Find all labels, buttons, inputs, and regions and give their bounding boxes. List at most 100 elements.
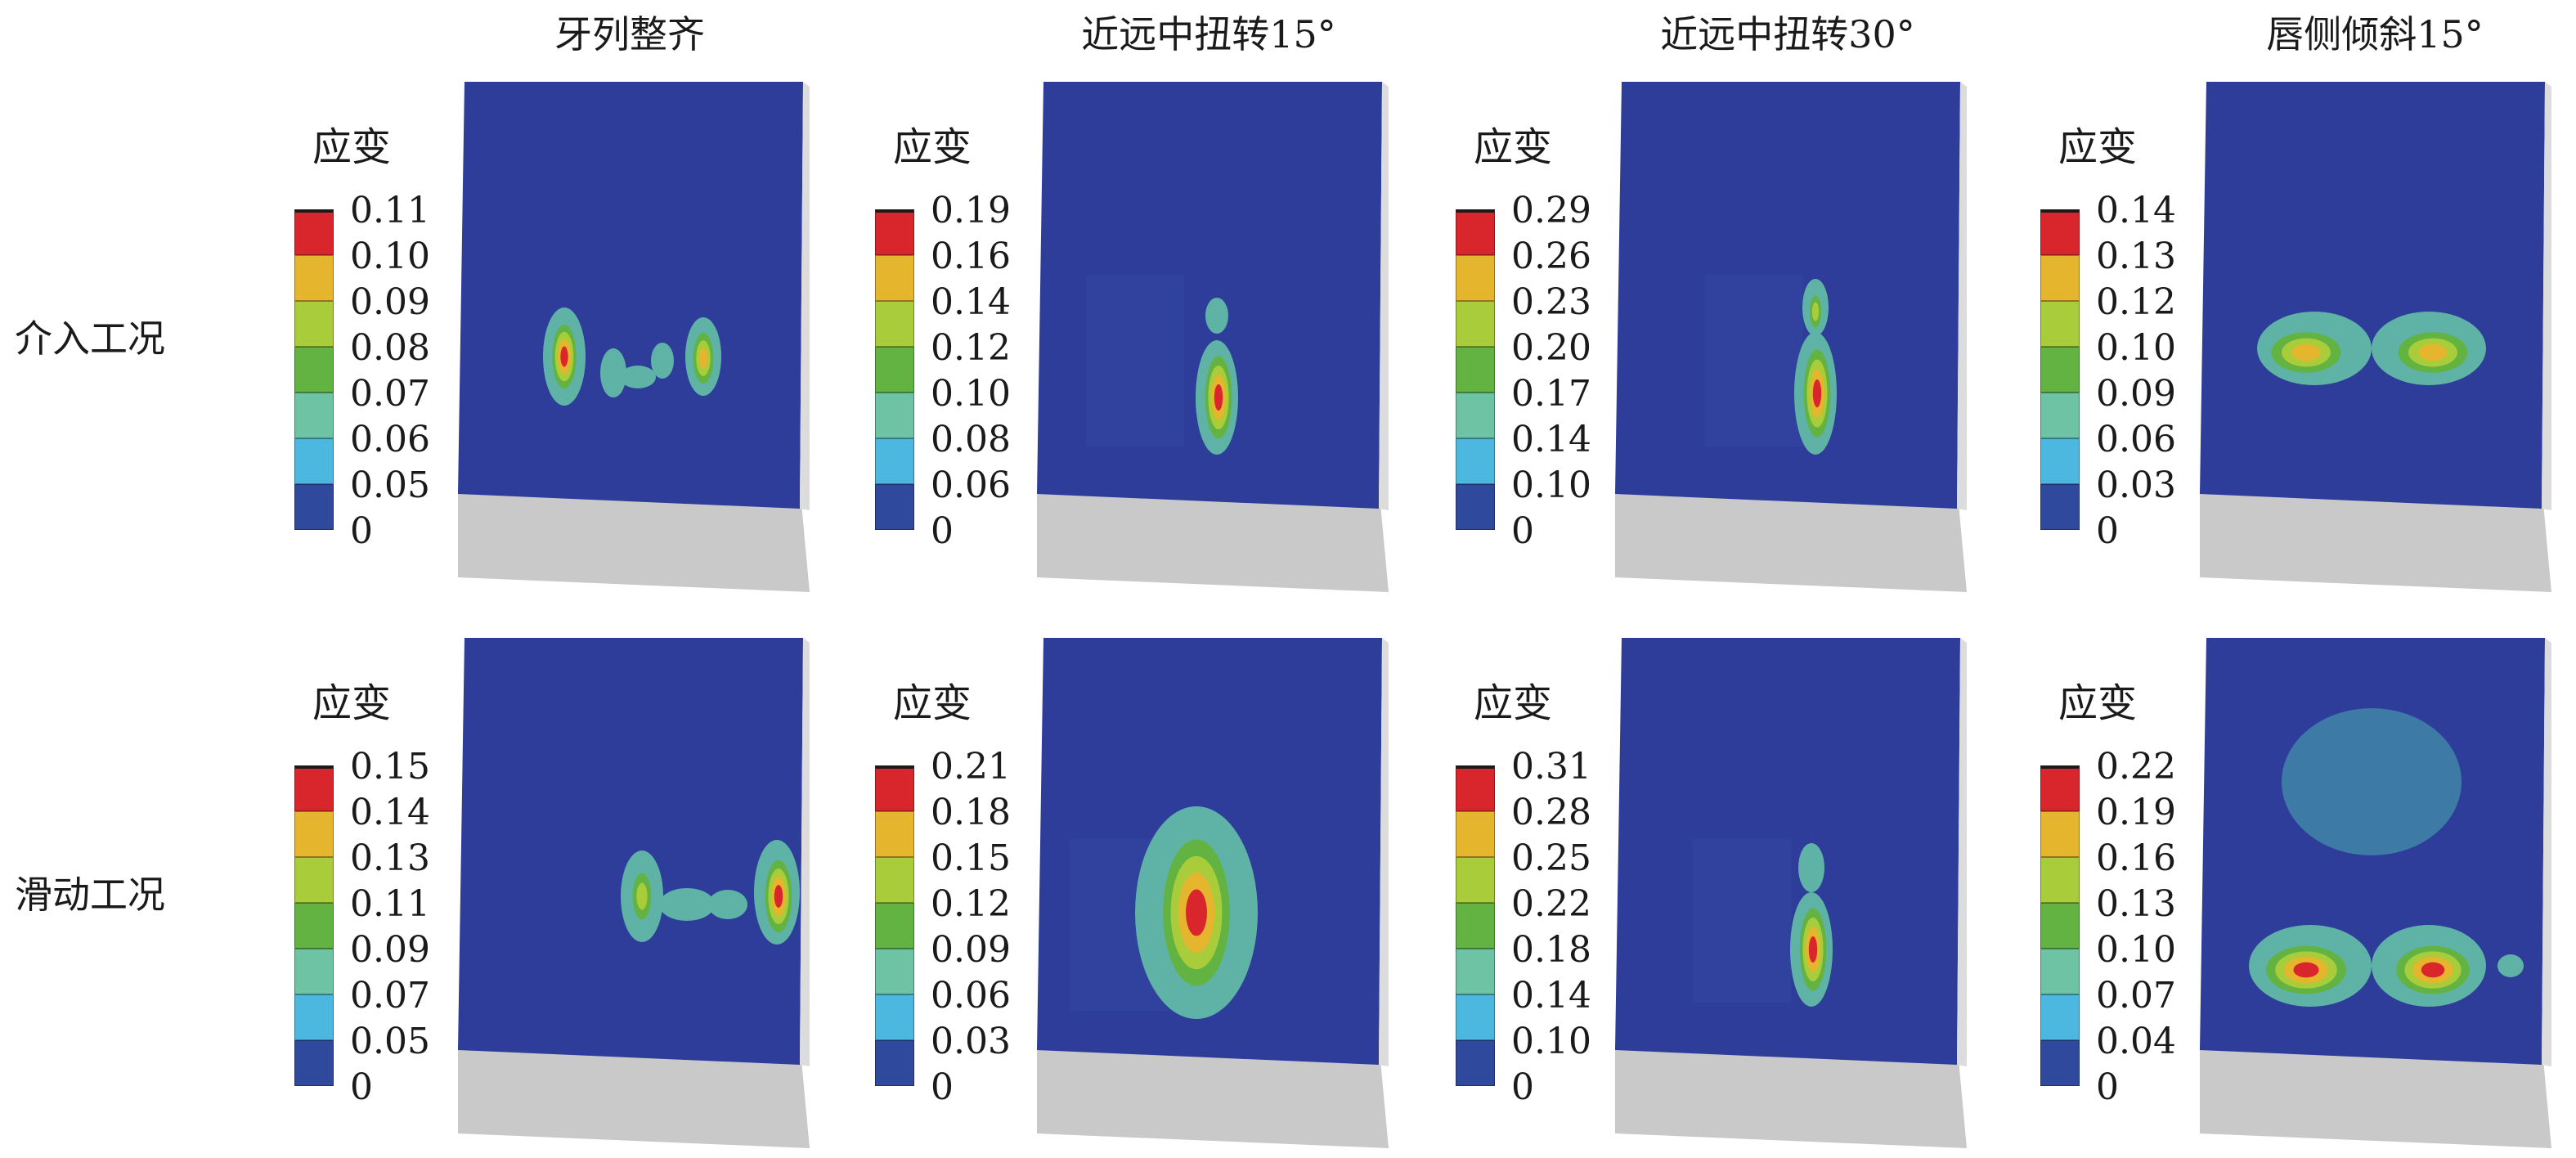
legend-tick-label: 0 — [2096, 1066, 2119, 1108]
base-block — [458, 1044, 810, 1148]
legend-tick-label: 0.28 — [1511, 792, 1591, 833]
legend-swatch — [875, 1040, 914, 1086]
legend-swatch — [1456, 765, 1495, 811]
legend-tick-label: 0.07 — [350, 975, 430, 1017]
legend-swatch — [294, 438, 334, 484]
legend-tick-label: 0.09 — [2096, 373, 2176, 415]
legend-tick-label: 0.12 — [931, 883, 1011, 925]
legend-swatch — [294, 949, 334, 994]
legend-tick-label: 0 — [1511, 1066, 1534, 1108]
legend-tick-label: 0.22 — [2096, 746, 2176, 788]
legend-tick-label: 0.10 — [350, 236, 430, 277]
legend-tick-label: 0.15 — [931, 837, 1011, 879]
legend-tick-label: 0.14 — [1511, 419, 1591, 460]
column-title-aligned: 牙列整齐 — [554, 12, 705, 56]
legend-swatch — [2040, 857, 2080, 903]
legend-tick-label: 0 — [2096, 510, 2119, 552]
legend-tick-label: 0.18 — [931, 792, 1011, 833]
strain-surface — [458, 638, 803, 1065]
legend-swatch — [875, 301, 914, 347]
legend-tick-label: 0.13 — [2096, 236, 2176, 277]
legend-tick-label: 0.05 — [350, 1021, 430, 1062]
strain-surface — [2200, 82, 2545, 509]
legend-swatch — [875, 994, 914, 1040]
legend-tick-label: 0.25 — [1511, 837, 1591, 879]
strain-contour-plot — [458, 638, 810, 1148]
legend-swatch — [294, 765, 334, 811]
legend-title: 应变 — [893, 680, 972, 726]
legend-tick-label: 0.11 — [350, 190, 430, 231]
legend-title: 应变 — [2058, 124, 2138, 170]
legend-tick-label: 0.10 — [2096, 327, 2176, 369]
legend-tick-label: 0.09 — [931, 929, 1011, 971]
legend-title: 应变 — [893, 124, 972, 170]
legend-tick-label: 0.10 — [2096, 929, 2176, 971]
legend-tick-label: 0.10 — [931, 373, 1011, 415]
strain-hotspots — [2257, 312, 2486, 385]
legend-tick-label: 0.06 — [931, 465, 1011, 506]
legend-swatch — [875, 857, 914, 903]
legend-swatch — [294, 393, 334, 438]
legend-swatch — [294, 811, 334, 857]
legend-tick-label: 0.07 — [350, 373, 430, 415]
legend-tick-label: 0.20 — [1511, 327, 1591, 369]
legend-tick-label: 0.08 — [350, 327, 430, 369]
legend-tick-label: 0.17 — [1511, 373, 1591, 415]
legend-tick-label: 0.06 — [350, 419, 430, 460]
legend-swatch — [875, 255, 914, 301]
column-title-rotation-30: 近远中扭转30° — [1660, 12, 1915, 56]
legend-tick-label: 0 — [931, 1066, 954, 1108]
legend-tick-label: 0.23 — [1511, 281, 1591, 323]
legend-swatch — [2040, 301, 2080, 347]
legend-tick-label: 0.29 — [1511, 190, 1591, 231]
legend-tick-label: 0.05 — [350, 465, 430, 506]
legend-swatch — [875, 903, 914, 949]
strain-contour-plot — [2200, 82, 2551, 592]
base-block — [458, 487, 810, 592]
legend-tick-label: 0.13 — [350, 837, 430, 879]
strain-hotspots — [1070, 806, 1258, 1019]
column-title-rotation-15: 近远中扭转15° — [1081, 12, 1336, 56]
legend-swatch — [875, 811, 914, 857]
base-block — [1037, 1044, 1389, 1148]
legend-swatch — [294, 994, 334, 1040]
strain-hotspots — [1705, 275, 1837, 455]
legend-tick-label: 0.03 — [2096, 465, 2176, 506]
legend-swatch — [1456, 484, 1495, 530]
legend-tick-label: 0.11 — [350, 883, 430, 925]
legend-tick-label: 0 — [1511, 510, 1534, 552]
legend-swatch — [2040, 393, 2080, 438]
legend-swatch — [1456, 393, 1495, 438]
legend-swatch — [2040, 438, 2080, 484]
strain-hotspots — [1086, 275, 1238, 455]
legend-swatch — [294, 903, 334, 949]
strain-contour-plot — [1037, 82, 1389, 592]
legend-tick-label: 0.21 — [931, 746, 1011, 788]
strain-contour-plot — [1615, 638, 1967, 1148]
legend-tick-label: 0.14 — [2096, 190, 2176, 231]
legend-swatch — [294, 255, 334, 301]
legend-tick-label: 0.10 — [1511, 1021, 1591, 1062]
legend-swatch — [294, 301, 334, 347]
strain-contour-plot — [2200, 638, 2551, 1148]
legend-swatch — [2040, 949, 2080, 994]
legend-tick-label: 0 — [931, 510, 954, 552]
legend-swatch — [875, 949, 914, 994]
legend-swatch — [2040, 255, 2080, 301]
legend-tick-label: 0.03 — [931, 1021, 1011, 1062]
legend-swatch — [2040, 765, 2080, 811]
legend-swatch — [1456, 209, 1495, 255]
legend-swatch — [875, 765, 914, 811]
legend-swatch — [2040, 811, 2080, 857]
legend-swatch — [875, 393, 914, 438]
legend-swatch — [2040, 347, 2080, 393]
legend-swatch — [294, 1040, 334, 1086]
legend-swatch — [1456, 857, 1495, 903]
legend-swatch — [2040, 994, 2080, 1040]
legend-swatch — [2040, 209, 2080, 255]
legend-title: 应变 — [1474, 680, 1553, 726]
legend-tick-label: 0.18 — [1511, 929, 1591, 971]
legend-tick-label: 0 — [350, 1066, 373, 1108]
strain-surface — [458, 82, 803, 509]
legend-tick-label: 0.16 — [931, 236, 1011, 277]
